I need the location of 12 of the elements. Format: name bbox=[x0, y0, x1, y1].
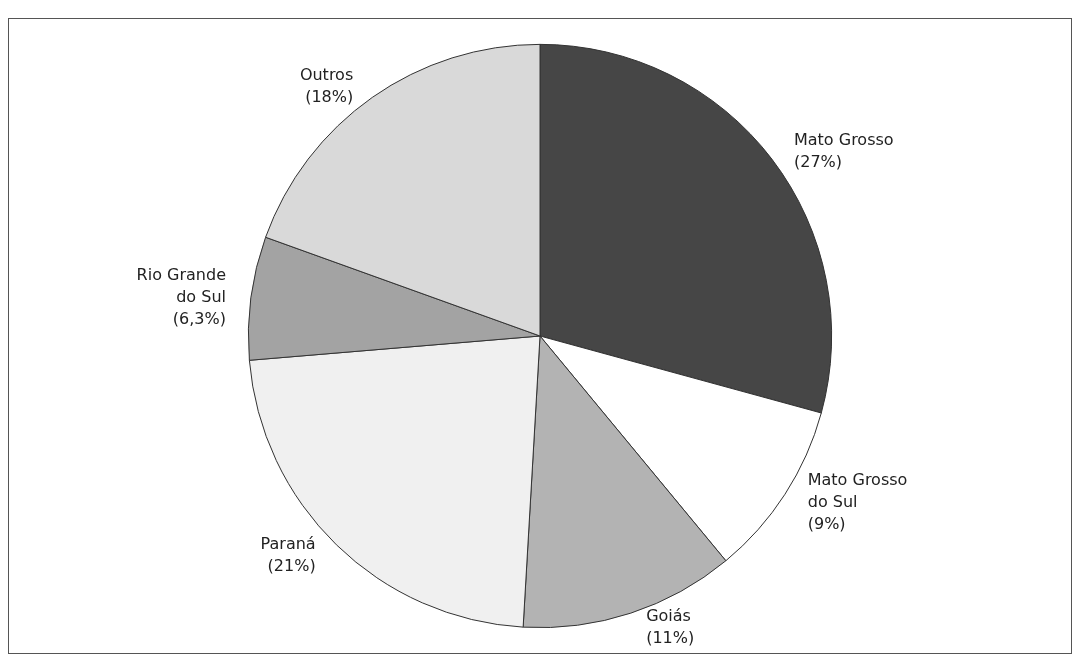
slice-label: Mato Grosso do Sul bbox=[807, 470, 908, 512]
data-label: (6,3%) bbox=[172, 308, 226, 328]
data-label: (27%) bbox=[793, 152, 843, 172]
data-label: (11%) bbox=[646, 627, 695, 647]
slice-label: Rio Grande do Sul bbox=[136, 264, 226, 306]
data-label: (18%) bbox=[305, 87, 354, 107]
slice-label: Paraná bbox=[260, 534, 316, 554]
slice-label: Outros bbox=[299, 65, 354, 85]
slice-label: Goiás bbox=[646, 605, 691, 625]
slice-label: Mato Grosso bbox=[793, 130, 894, 150]
data-label: (21%) bbox=[267, 556, 316, 576]
data-label: (9%) bbox=[807, 514, 846, 534]
